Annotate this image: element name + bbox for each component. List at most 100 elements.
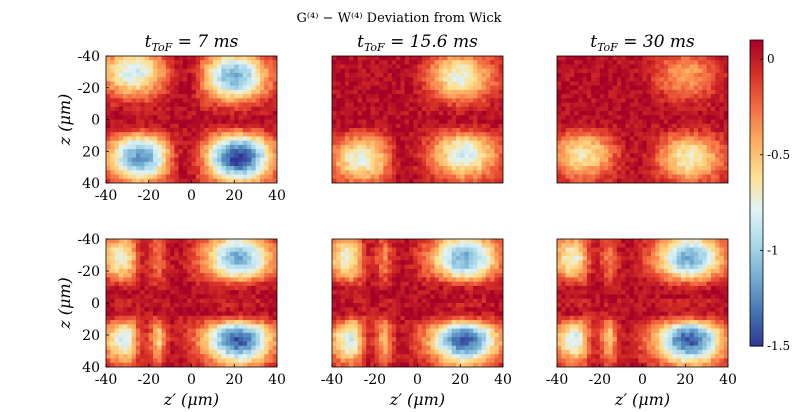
- heatmap-cell: [174, 294, 180, 300]
- heatmap-cell: [178, 311, 184, 317]
- heatmap-cell: [106, 303, 111, 308]
- heatmap-cell: [561, 111, 567, 116]
- heatmap-cell: [561, 98, 567, 104]
- heatmap-cell: [106, 98, 111, 104]
- heatmap-cell: [383, 81, 389, 87]
- heatmap-cell: [413, 119, 419, 125]
- heatmap-cell: [421, 85, 427, 91]
- heatmap-cell: [370, 60, 376, 66]
- heatmap-cell: [379, 56, 384, 61]
- heatmap-cell: [561, 174, 567, 180]
- heatmap-cell: [251, 106, 257, 112]
- heatmap-cell: [110, 303, 116, 308]
- heatmap-cell: [413, 123, 419, 129]
- heatmap-cell: [426, 243, 431, 249]
- heatmap-cell: [178, 127, 184, 133]
- heatmap-cell: [723, 157, 728, 163]
- heatmap-cell: [400, 72, 406, 78]
- heatmap-cell: [127, 64, 133, 70]
- heatmap-cell: [672, 127, 678, 133]
- heatmap-cell: [710, 127, 716, 133]
- heatmap-cell: [114, 136, 120, 142]
- heatmap-cell: [268, 243, 274, 249]
- heatmap-cell: [255, 285, 261, 291]
- heatmap-cell: [685, 153, 691, 159]
- heatmap-cell: [272, 85, 277, 91]
- heatmap-cell: [574, 136, 579, 142]
- heatmap-cell: [182, 362, 188, 367]
- heatmap-cell: [247, 239, 252, 244]
- heatmap-cell: [464, 170, 470, 176]
- heatmap-cell: [672, 174, 678, 180]
- heatmap-cell: [221, 337, 227, 342]
- heatmap-cell: [443, 149, 449, 154]
- heatmap-cell: [370, 102, 376, 108]
- heatmap-cell: [391, 178, 397, 183]
- heatmap-cell: [646, 123, 652, 129]
- heatmap-cell: [106, 127, 111, 133]
- heatmap-cell: [477, 166, 483, 171]
- heatmap-cell: [408, 68, 414, 74]
- heatmap-cell: [586, 77, 592, 82]
- heatmap-cell: [349, 115, 354, 121]
- heatmap-cell: [413, 72, 419, 78]
- heatmap-cell: [135, 119, 141, 125]
- heatmap-cell: [344, 144, 350, 150]
- heatmap-cell: [191, 294, 197, 300]
- heatmap-cell: [383, 153, 389, 159]
- heatmap-cell: [706, 89, 712, 95]
- heatmap-cell: [247, 94, 252, 99]
- heatmap-cell: [693, 68, 699, 74]
- heatmap-cell: [153, 119, 158, 125]
- heatmap-cell: [187, 264, 193, 270]
- heatmap-cell: [672, 153, 678, 159]
- heatmap-cell: [153, 60, 158, 66]
- heatmap-cell: [148, 260, 154, 266]
- heatmap-cell: [200, 243, 205, 249]
- heatmap-cell: [473, 81, 478, 87]
- heatmap-cell: [148, 127, 154, 133]
- heatmap-cell: [195, 260, 201, 266]
- heatmap-cell: [616, 81, 622, 87]
- heatmap-cell: [616, 56, 622, 61]
- heatmap-cell: [234, 328, 240, 334]
- heatmap-cell: [238, 362, 244, 367]
- heatmap-cell: [582, 106, 588, 112]
- heatmap-cell: [361, 166, 367, 171]
- heatmap-cell: [225, 68, 231, 74]
- heatmap-cell: [144, 153, 150, 159]
- heatmap-cell: [135, 354, 141, 360]
- heatmap-cell: [672, 89, 678, 95]
- heatmap-cell: [400, 64, 406, 70]
- heatmap-cell: [366, 89, 372, 95]
- heatmap-cell: [195, 337, 201, 342]
- heatmap-cell: [255, 119, 261, 125]
- heatmap-cell: [178, 174, 184, 180]
- heatmap-cell: [212, 144, 218, 150]
- heatmap-cell: [272, 56, 277, 61]
- heatmap-cell: [361, 123, 367, 129]
- heatmap-cell: [229, 111, 235, 116]
- heatmap-cell: [400, 144, 406, 150]
- heatmap-cell: [255, 264, 261, 270]
- heatmap-cell: [710, 102, 716, 108]
- heatmap-cell: [204, 60, 210, 66]
- heatmap-cell: [379, 89, 384, 95]
- heatmap-cell: [148, 303, 154, 308]
- heatmap-cell: [693, 111, 699, 116]
- heatmap-cell: [259, 307, 265, 313]
- heatmap-cell: [336, 111, 342, 116]
- heatmap-cell: [582, 60, 588, 66]
- heatmap-cell: [336, 123, 342, 129]
- heatmap-cell: [651, 68, 656, 74]
- heatmap-cell: [272, 161, 277, 167]
- heatmap-cell: [187, 85, 193, 91]
- heatmap-cell: [170, 324, 176, 330]
- heatmap-cell: [417, 98, 423, 104]
- heatmap-cell: [616, 123, 622, 129]
- heatmap-cell: [161, 285, 167, 291]
- heatmap-cell: [229, 161, 235, 167]
- heatmap-cell: [118, 140, 124, 146]
- heatmap-cell: [706, 77, 712, 82]
- heatmap-cell: [404, 174, 410, 180]
